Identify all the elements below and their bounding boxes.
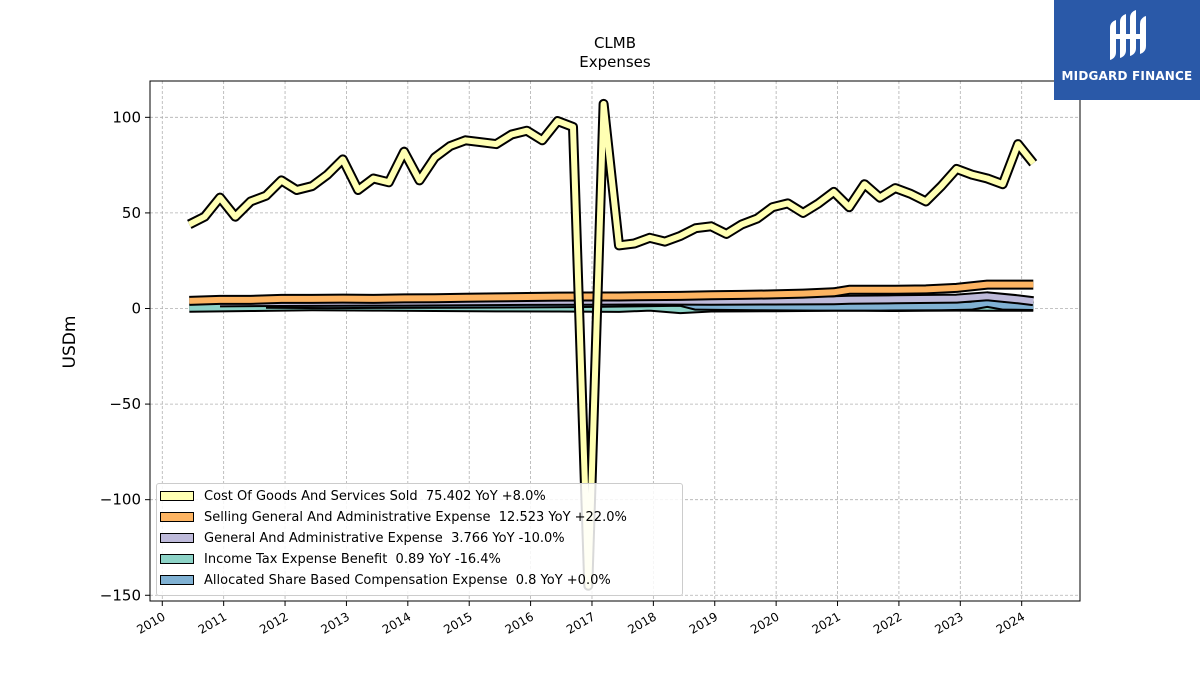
legend-item: General And Administrative Expense 3.766… — [160, 529, 565, 547]
x-tick-label: 2017 — [564, 609, 597, 636]
x-tick-label: 2014 — [380, 609, 413, 636]
legend-item: Income Tax Expense Benefit 0.89 YoY -16.… — [160, 550, 501, 568]
x-tick-label: 2013 — [318, 609, 351, 636]
y-tick-label: 50 — [122, 204, 141, 222]
legend-swatch — [160, 575, 194, 585]
x-axis: 2010 2011 2012 2013 2014 2015 2016 2017 2018 2019… — [134, 601, 1027, 637]
x-tick-label: 2024 — [994, 609, 1027, 636]
legend-label: General And Administrative Expense 3.766… — [204, 530, 565, 546]
plot-frame — [149, 80, 1081, 602]
chart-series — [187, 98, 1038, 591]
y-tick-label: 0 — [131, 300, 141, 318]
brand-logo: MIDGARD FINANCE — [1054, 0, 1200, 100]
brand-name: MIDGARD FINANCE — [1061, 69, 1193, 83]
legend-label: Selling General And Administrative Expen… — [204, 509, 627, 525]
y-tick-label: −150 — [100, 586, 141, 604]
y-tick-label: −100 — [100, 491, 141, 509]
series-line — [187, 100, 1036, 589]
chart-title: CLMB — [594, 34, 636, 52]
x-tick-label: 2020 — [748, 609, 781, 636]
legend-label: Allocated Share Based Compensation Expen… — [204, 572, 611, 588]
legend-item: Allocated Share Based Compensation Expen… — [160, 571, 611, 589]
y-axis-label: USDm — [60, 316, 80, 369]
y-tick-label: 100 — [112, 108, 141, 126]
legend-item: Selling General And Administrative Expen… — [160, 508, 627, 526]
legend-swatch — [160, 491, 194, 501]
y-tick-label: −50 — [109, 395, 141, 413]
x-tick-label: 2016 — [503, 609, 536, 636]
y-axis: 100 50 0 −50 −100 −150 — [100, 108, 150, 604]
legend-item: Cost Of Goods And Services Sold 75.402 Y… — [160, 487, 546, 505]
x-tick-label: 2019 — [687, 609, 720, 636]
chart-legend: Cost Of Goods And Services Sold 75.402 Y… — [156, 483, 683, 596]
series-line — [189, 281, 1034, 304]
chart-subtitle: Expenses — [579, 53, 651, 71]
x-tick-label: 2023 — [932, 609, 965, 636]
legend-label: Cost Of Goods And Services Sold 75.402 Y… — [204, 488, 546, 504]
legend-label: Income Tax Expense Benefit 0.89 YoY -16.… — [204, 551, 501, 567]
x-tick-label: 2012 — [257, 609, 290, 636]
x-tick-label: 2015 — [441, 609, 474, 636]
x-tick-label: 2018 — [625, 609, 658, 636]
legend-swatch — [160, 533, 194, 543]
legend-swatch — [160, 512, 194, 522]
x-tick-label: 2022 — [871, 609, 904, 636]
x-tick-label: 2010 — [134, 609, 167, 636]
x-tick-label: 2021 — [810, 609, 843, 636]
midgard-logo-icon — [1110, 10, 1146, 60]
legend-swatch — [160, 554, 194, 564]
x-tick-label: 2011 — [196, 609, 229, 636]
